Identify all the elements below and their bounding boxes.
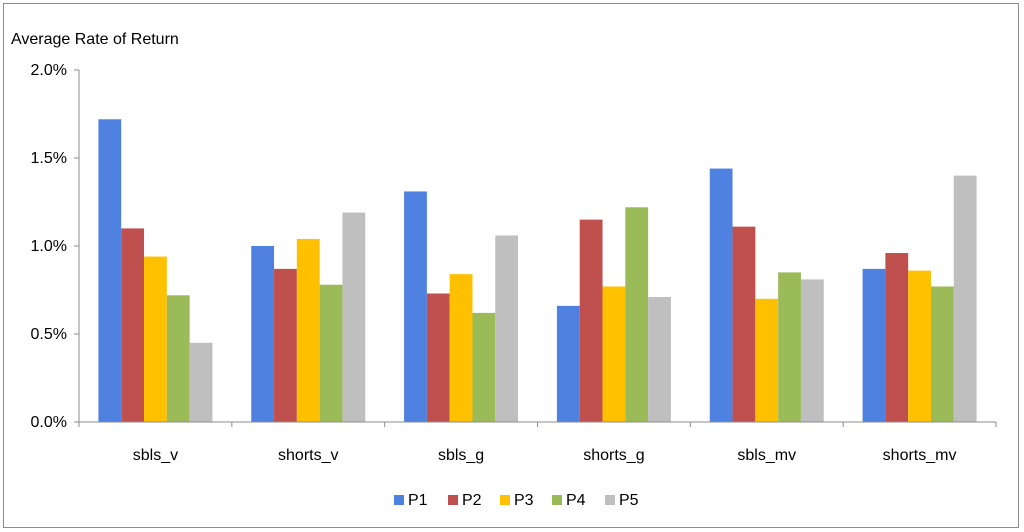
- legend-swatch-p3: [500, 495, 510, 505]
- bar-p4-sbls_v: [166, 295, 190, 422]
- legend-label: P5: [619, 492, 639, 509]
- x-tick-label: shorts_v: [278, 447, 338, 464]
- y-axis: 0.0% 0.5% 1.0% 1.5% 2.0%: [31, 62, 80, 431]
- bar-p5-sbls_mv: [800, 279, 824, 422]
- x-axis: sbls_v shorts_v sbls_g shorts_g sbls_mv short…: [78, 421, 997, 464]
- bar-p4-shorts_mv: [930, 286, 954, 422]
- bar-p3-shorts_g: [602, 286, 626, 422]
- bar-p1-shorts_v: [251, 246, 275, 422]
- bar-p2-shorts_mv: [885, 253, 909, 422]
- legend-label: P4: [566, 492, 586, 509]
- bar-p3-shorts_mv: [908, 270, 931, 422]
- bar-p5-shorts_v: [342, 212, 366, 422]
- bar-p5-shorts_mv: [953, 175, 977, 422]
- legend-swatch-p4: [552, 495, 562, 505]
- y-tick-label: 0.0%: [31, 414, 67, 431]
- bars-group: [98, 119, 977, 422]
- y-tick-label: 2.0%: [31, 62, 67, 79]
- bar-p1-sbls_mv: [709, 168, 733, 422]
- x-tick-label: sbls_v: [133, 447, 178, 464]
- bar-p2-sbls_g: [426, 293, 450, 422]
- legend-swatch-p1: [394, 495, 404, 505]
- y-axis-label: Average Rate of Return: [11, 31, 179, 48]
- legend-label: P1: [408, 492, 428, 509]
- bar-p4-shorts_g: [625, 207, 649, 422]
- legend-swatch-p5: [605, 495, 615, 505]
- bar-p5-sbls_g: [495, 235, 519, 422]
- bar-p5-sbls_v: [189, 342, 213, 422]
- bar-p4-sbls_mv: [778, 272, 801, 422]
- bar-p3-sbls_mv: [755, 298, 779, 422]
- bar-p1-sbls_g: [404, 191, 427, 422]
- bar-p1-shorts_mv: [862, 268, 886, 422]
- bar-p5-shorts_g: [648, 297, 671, 422]
- bar-p2-sbls_mv: [732, 226, 756, 422]
- bar-p3-sbls_g: [449, 274, 473, 422]
- bar-p2-shorts_g: [579, 219, 603, 422]
- x-tick-label: shorts_mv: [883, 447, 957, 464]
- bar-p2-sbls_v: [121, 228, 145, 422]
- x-tick-label: sbls_g: [438, 447, 484, 464]
- legend: P1 P2 P3 P4 P5: [394, 492, 639, 509]
- bar-p2-shorts_v: [274, 268, 297, 422]
- x-tick-label: sbls_mv: [737, 447, 796, 464]
- x-tick-label: shorts_g: [583, 447, 644, 464]
- bar-p1-sbls_v: [98, 119, 122, 422]
- legend-label: P2: [462, 492, 482, 509]
- bar-p1-shorts_g: [556, 305, 580, 422]
- y-tick-label: 1.5%: [31, 150, 67, 167]
- bar-chart: Average Rate of Return 0.0% 0.5% 1.0% 1.5% 2…: [11, 31, 997, 509]
- bar-p3-sbls_v: [144, 256, 167, 422]
- bar-p3-shorts_v: [296, 238, 320, 422]
- legend-label: P3: [514, 492, 534, 509]
- y-tick-label: 0.5%: [31, 326, 67, 343]
- bar-p4-sbls_g: [472, 312, 496, 422]
- bar-p4-shorts_v: [319, 284, 343, 422]
- legend-swatch-p2: [448, 495, 458, 505]
- chart-frame: Average Rate of Return 0.0% 0.5% 1.0% 1.5% 2…: [3, 3, 1019, 528]
- y-tick-label: 1.0%: [31, 238, 67, 255]
